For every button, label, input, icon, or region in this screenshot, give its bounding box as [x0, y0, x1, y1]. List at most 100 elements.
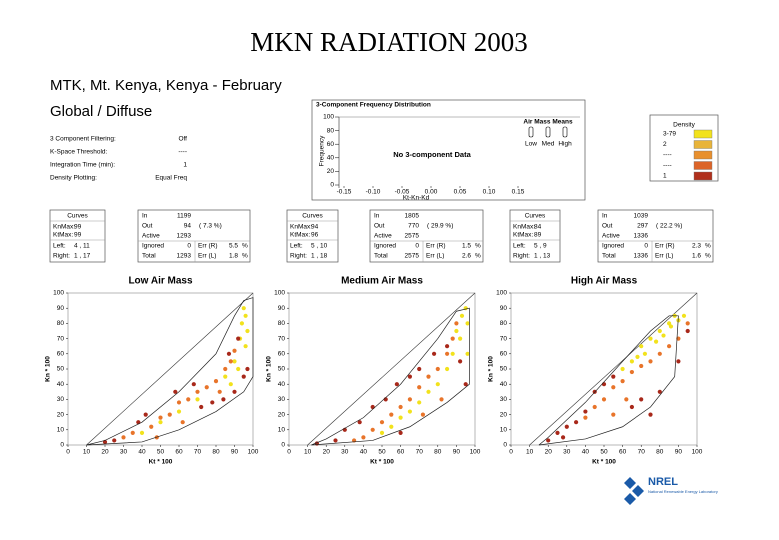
- point: [217, 389, 222, 394]
- density-swatch: [693, 171, 713, 181]
- stat-value: 1293: [177, 233, 192, 240]
- stat-label: Ignored: [374, 243, 396, 250]
- stat-value: 1199: [177, 213, 191, 220]
- y-tick-label: 10: [500, 427, 508, 434]
- setting-value: ----: [178, 149, 187, 156]
- setting-value: Equal Freq: [155, 175, 187, 182]
- curves-box: [49, 209, 106, 263]
- y-tick-label: 30: [57, 396, 65, 403]
- point: [191, 382, 196, 387]
- point: [435, 382, 440, 387]
- err-unit: %: [705, 243, 711, 250]
- point: [450, 336, 455, 341]
- x-axis-label: Kt * 100: [592, 459, 616, 466]
- y-tick-label: 30: [278, 396, 286, 403]
- setting-label: K-Space Threshold:: [50, 149, 108, 156]
- point: [232, 348, 237, 353]
- legend-title: Air Mass Means: [523, 119, 573, 126]
- point: [657, 328, 662, 334]
- point: [407, 374, 412, 379]
- x-tick-label: 30: [341, 449, 349, 456]
- y-tick-label: 80: [327, 127, 335, 134]
- point: [236, 366, 241, 372]
- y-tick-label: 60: [327, 141, 335, 148]
- stat-value: 1805: [405, 213, 420, 220]
- x-tick-label: 40: [360, 449, 368, 456]
- stat-value: 1293: [177, 253, 192, 260]
- point: [435, 366, 440, 372]
- chart-title: Low Air Mass: [128, 276, 193, 287]
- curve-value: 1 , 17: [74, 253, 91, 260]
- point: [204, 385, 209, 390]
- point: [620, 379, 625, 384]
- curve-label: KtMax:: [513, 232, 533, 239]
- curve-value: 84: [534, 224, 542, 231]
- err-label: Err (R): [426, 243, 446, 250]
- x-axis-label: Kt-Kn-Kd: [403, 195, 430, 202]
- point: [676, 359, 681, 364]
- x-tick-label: 20: [323, 449, 331, 456]
- y-tick-label: 70: [57, 335, 65, 342]
- logo: NREL National Renewable Energy Laborator…: [624, 476, 718, 505]
- err-value: 2.3: [692, 243, 701, 250]
- stats-box: [137, 209, 251, 263]
- point: [564, 424, 569, 429]
- point: [445, 366, 450, 372]
- curve-value: 89: [534, 232, 542, 239]
- stat-value: 0: [415, 243, 419, 250]
- curve-label: Right:: [513, 253, 530, 260]
- y-tick-label: 60: [500, 351, 508, 358]
- point: [601, 397, 607, 402]
- curve-label: Left:: [53, 243, 66, 250]
- point: [601, 382, 607, 387]
- stat-note: ( 7.3 %): [199, 223, 222, 230]
- point: [333, 438, 338, 443]
- point: [407, 409, 412, 414]
- y-tick-label: 70: [278, 335, 286, 342]
- x-tick-label: 40: [582, 449, 590, 456]
- point: [450, 351, 455, 356]
- y-tick-label: 10: [57, 427, 65, 434]
- annotation: No 3-component Data: [393, 150, 471, 159]
- site-title: MTK, Mt. Kenya, Kenya - February: [50, 77, 282, 94]
- density-label: 2: [663, 141, 667, 148]
- point: [629, 404, 635, 410]
- point: [398, 430, 403, 435]
- y-tick-label: 50: [57, 366, 65, 373]
- point: [417, 400, 422, 405]
- point: [668, 324, 674, 329]
- curve-value: 5 , 9: [534, 243, 547, 250]
- point: [186, 397, 191, 402]
- x-axis-label: Kt * 100: [370, 459, 394, 466]
- curve-label: KnMax:: [53, 224, 75, 231]
- stat-value: 1336: [634, 233, 649, 240]
- stat-value: 0: [644, 243, 648, 250]
- point: [439, 397, 444, 402]
- chart-title: 3-Component Frequency Distribution: [316, 102, 431, 109]
- stat-label: In: [374, 213, 380, 220]
- curves-title: Curves: [525, 213, 546, 220]
- setting-value: Off: [178, 136, 187, 143]
- point: [465, 321, 470, 326]
- curve-value: 99: [74, 224, 82, 231]
- point: [642, 351, 648, 356]
- x-tick-label: 20: [545, 449, 553, 456]
- y-tick-label: 10: [278, 427, 286, 434]
- point: [149, 424, 154, 429]
- point: [661, 333, 666, 338]
- point: [221, 397, 226, 402]
- y-tick-label: 100: [323, 114, 334, 121]
- point: [611, 374, 616, 379]
- x-tick-label: 60: [619, 449, 627, 456]
- point: [426, 374, 431, 379]
- point: [639, 363, 644, 369]
- curve-label: KnMax:: [513, 224, 535, 231]
- x-tick-label: 0.10: [483, 189, 496, 196]
- err-value: 1.8: [229, 253, 238, 260]
- curves-box: [286, 209, 339, 263]
- curve-value: 1 , 18: [311, 253, 328, 260]
- stat-label: Out: [374, 223, 385, 230]
- err-unit: %: [242, 243, 248, 250]
- y-tick-label: 90: [278, 305, 286, 312]
